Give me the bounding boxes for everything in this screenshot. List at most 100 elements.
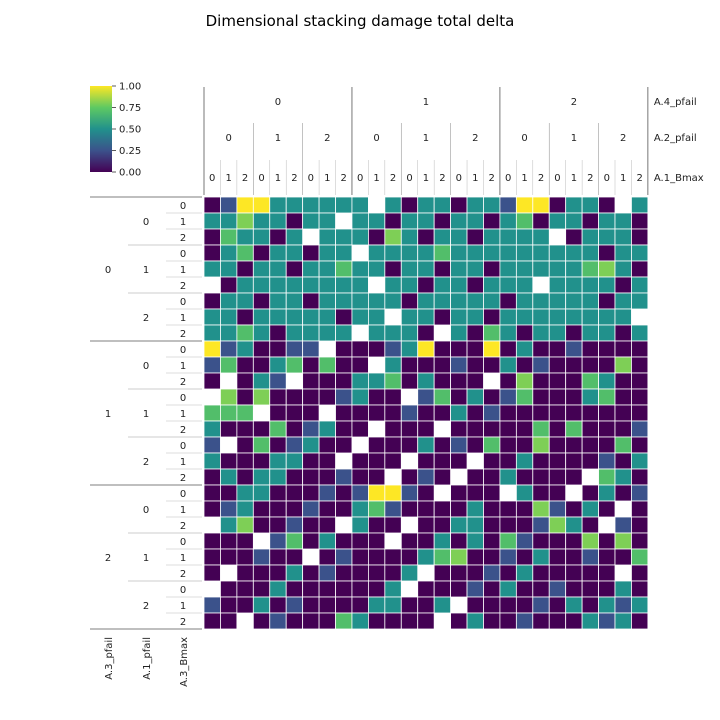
heatmap-cell — [598, 292, 616, 310]
heatmap-cell — [318, 436, 336, 454]
heatmap-cell — [417, 420, 435, 438]
heatmap-cell — [252, 612, 271, 630]
heatmap-cell — [285, 260, 304, 278]
heatmap-cell — [565, 372, 583, 390]
heatmap-cell — [302, 324, 320, 342]
heatmap-cell — [499, 596, 517, 614]
heatmap-cell — [499, 612, 517, 630]
row-level-2-label: 2 — [180, 521, 186, 532]
row-level-2-label: 1 — [180, 313, 186, 324]
heatmap-cell — [384, 388, 402, 406]
heatmap-cell — [400, 276, 419, 294]
heatmap-cell — [302, 340, 320, 358]
heatmap-cell — [515, 212, 534, 230]
heatmap-cell — [351, 516, 369, 534]
heatmap-cell — [433, 596, 452, 614]
col-level-1-label: 2 — [620, 133, 626, 144]
heatmap-cell — [483, 228, 501, 246]
heatmap-cell — [548, 580, 567, 598]
heatmap-cell — [351, 532, 369, 550]
heatmap-cell — [269, 388, 287, 406]
heatmap-cell — [532, 404, 550, 422]
heatmap-cell — [236, 580, 254, 598]
heatmap-cell — [318, 596, 336, 614]
heatmap-cell — [351, 612, 369, 630]
heatmap-cell — [581, 580, 599, 598]
heatmap-cell — [236, 516, 254, 534]
heatmap-cell — [236, 356, 254, 374]
col-level-2-label: 2 — [587, 173, 593, 184]
heatmap-cell — [532, 340, 550, 358]
row-level-0-label: 0 — [105, 265, 111, 276]
heatmap-cell — [400, 244, 419, 262]
heatmap-cell — [433, 388, 452, 406]
heatmap-cell — [367, 452, 386, 470]
heatmap-cell — [466, 516, 484, 534]
heatmap-cell — [548, 500, 567, 518]
heatmap-cell — [417, 388, 435, 406]
row-level-1-label: 0 — [143, 217, 149, 228]
heatmap-cell — [466, 260, 484, 278]
heatmap-cell — [220, 388, 238, 406]
heatmap-cell — [400, 404, 419, 422]
row-level-2-label: 0 — [180, 537, 186, 548]
heatmap-cell — [532, 484, 550, 502]
heatmap-cell — [400, 228, 419, 246]
col-factor-label: A.4_pfail — [654, 97, 697, 108]
heatmap-cell — [351, 484, 369, 502]
heatmap-cell — [203, 404, 221, 422]
heatmap-cell — [614, 228, 632, 246]
heatmap-cell — [532, 452, 550, 470]
col-level-2-label: 2 — [636, 173, 642, 184]
heatmap-cell — [269, 548, 287, 566]
heatmap-cell — [565, 244, 583, 262]
heatmap-cell — [466, 436, 484, 454]
heatmap-cell — [203, 212, 221, 230]
heatmap-cell — [318, 228, 336, 246]
heatmap-cell — [450, 548, 468, 566]
heatmap-cell — [269, 244, 287, 262]
heatmap-cell — [565, 436, 583, 454]
heatmap-cell — [252, 580, 271, 598]
heatmap-cell — [548, 484, 567, 502]
heatmap-cell — [499, 260, 517, 278]
heatmap-cell — [548, 532, 567, 550]
heatmap-cell — [417, 244, 435, 262]
row-level-2-label: 2 — [180, 329, 186, 340]
heatmap-cell — [318, 420, 336, 438]
heatmap-cell — [252, 324, 271, 342]
row-level-2-label: 0 — [180, 441, 186, 452]
row-level-2-label: 2 — [180, 617, 186, 628]
heatmap-cell — [548, 308, 567, 326]
heatmap-cell — [367, 436, 386, 454]
heatmap-cell — [466, 468, 484, 486]
col-level-2-label: 0 — [209, 173, 215, 184]
heatmap-cell — [252, 564, 271, 582]
heatmap-cell — [400, 596, 419, 614]
heatmap-cell — [598, 484, 616, 502]
heatmap-cell — [302, 564, 320, 582]
heatmap-cell — [450, 340, 468, 358]
heatmap-cell — [450, 516, 468, 534]
heatmap-cell — [285, 404, 304, 422]
row-level-2-label: 1 — [180, 601, 186, 612]
heatmap-cell — [367, 244, 386, 262]
heatmap-cell — [384, 500, 402, 518]
heatmap-cell — [631, 612, 649, 630]
heatmap-cell — [318, 244, 336, 262]
heatmap-cell — [285, 612, 304, 630]
heatmap-cell — [548, 468, 567, 486]
heatmap-cell — [466, 548, 484, 566]
heatmap-cell — [351, 452, 369, 470]
heatmap-cell — [252, 468, 271, 486]
heatmap-cell — [450, 388, 468, 406]
heatmap-cell — [565, 340, 583, 358]
heatmap-cell — [532, 228, 550, 246]
heatmap-cell — [384, 452, 402, 470]
heatmap-cell — [499, 468, 517, 486]
heatmap-cell — [400, 500, 419, 518]
heatmap-cell — [483, 292, 501, 310]
heatmap-cell — [433, 452, 452, 470]
heatmap-cell — [335, 484, 353, 502]
heatmap-cell — [483, 500, 501, 518]
